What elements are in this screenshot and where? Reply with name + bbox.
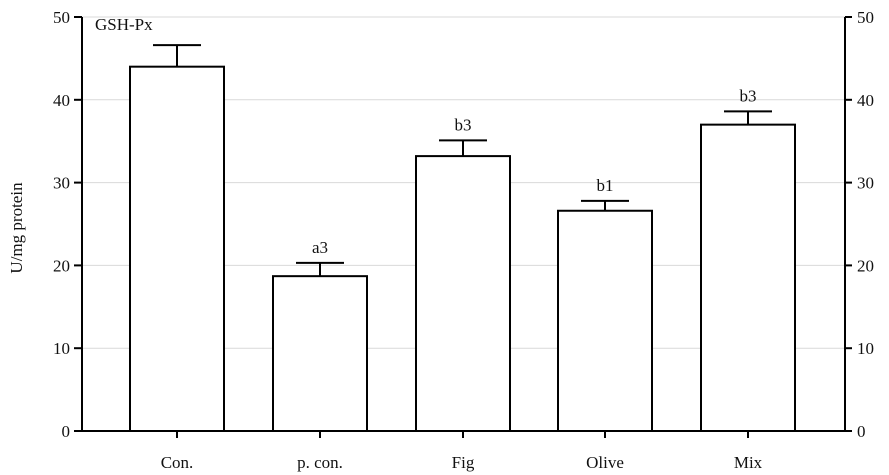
- left-y-tick-label: 0: [62, 422, 71, 441]
- panel-title: GSH-Px: [95, 15, 153, 34]
- right-y-tick-label: 10: [857, 339, 874, 358]
- left-y-tick-label: 40: [53, 91, 70, 110]
- right-y-tick-label: 40: [857, 91, 874, 110]
- axes: Con. p. con. Fig Olive Mix 0 0 10 10 20 20 30 30 40 40…: [53, 8, 874, 472]
- right-y-tick-label: 30: [857, 174, 874, 193]
- left-y-tick-label: 10: [53, 339, 70, 358]
- y-axis-title: U/mg protein: [7, 182, 26, 274]
- significance-label: b3: [740, 86, 757, 105]
- bar: [700, 123, 796, 432]
- right-y-tick-label: 50: [857, 8, 874, 27]
- significance-label: b1: [597, 176, 614, 195]
- bar: [557, 209, 653, 432]
- bars: a3 b3 b1 b3: [129, 44, 796, 433]
- x-tick-label: p. con.: [297, 453, 343, 472]
- left-y-tick-label: 50: [53, 8, 70, 27]
- right-y-tick-label: 0: [857, 422, 866, 441]
- x-tick-label: Fig: [452, 453, 475, 472]
- right-y-tick-label: 20: [857, 256, 874, 275]
- bar: [129, 65, 225, 433]
- significance-label: b3: [455, 115, 472, 134]
- x-tick-label: Con.: [161, 453, 194, 472]
- left-y-tick-label: 30: [53, 174, 70, 193]
- x-tick-label: Mix: [734, 453, 763, 472]
- significance-label: a3: [312, 238, 328, 257]
- x-tick-label: Olive: [586, 453, 624, 472]
- bar: [415, 155, 511, 432]
- left-y-tick-label: 20: [53, 256, 70, 275]
- bar: [272, 275, 368, 432]
